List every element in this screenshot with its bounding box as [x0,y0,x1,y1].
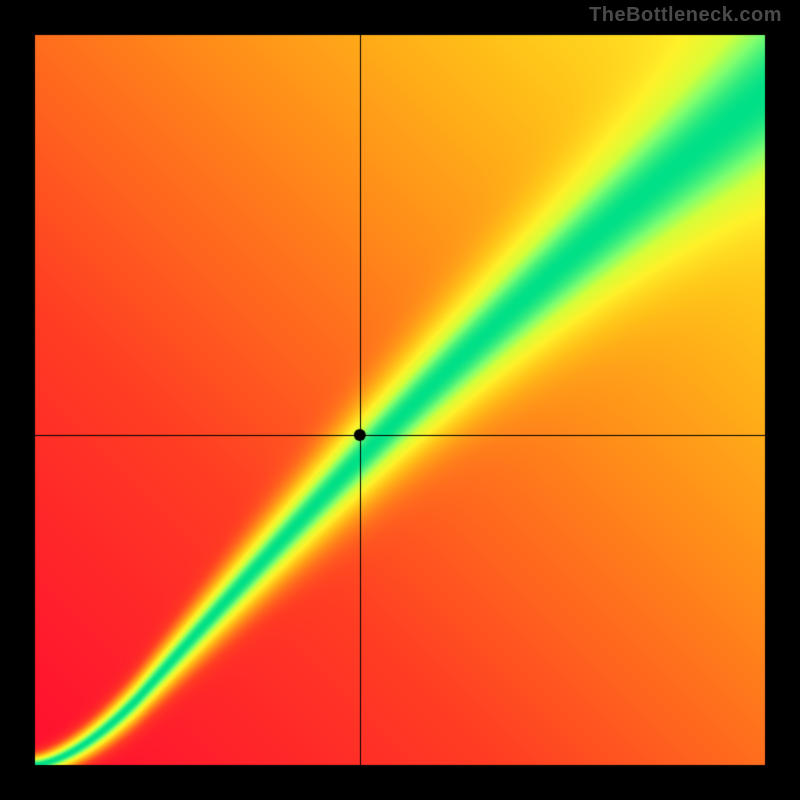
chart-frame: { "watermark": { "text": "TheBottleneck.… [0,0,800,800]
watermark-text: TheBottleneck.com [589,4,782,27]
bottleneck-heatmap [0,0,800,800]
